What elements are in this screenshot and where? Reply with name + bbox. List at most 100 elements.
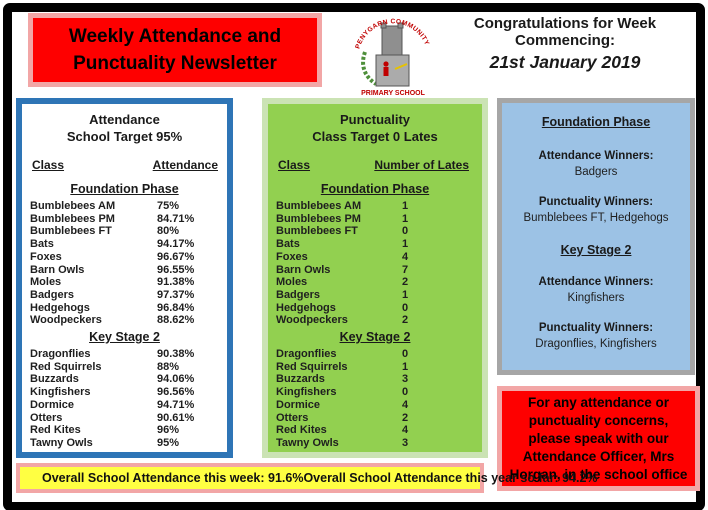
class-name: Dragonflies [30, 348, 91, 361]
attendance-value: 94.71% [157, 398, 195, 411]
table-row: Hedgehogs 96.84% [22, 302, 227, 315]
table-row: Badgers 97.37% [22, 289, 227, 302]
attendance-value: 96.55% [157, 263, 195, 276]
winners-group-value: Kingfishers [567, 292, 625, 304]
lates-value: 3 [401, 373, 409, 386]
table-row: Otters 90.61% [22, 412, 227, 425]
class-name: Kingfishers [276, 386, 337, 399]
class-name: Bumblebees FT [30, 225, 112, 238]
winners-group-heading: Punctuality Winners: [538, 196, 654, 208]
class-name: Badgers [30, 288, 75, 301]
logo-tower-top [381, 25, 403, 56]
winners-group-heading: Attendance Winners: [538, 150, 654, 162]
class-name: Otters [30, 411, 63, 424]
table-row: Bats 94.17% [22, 238, 227, 251]
attendance-value: 97.37% [157, 288, 195, 301]
lates-value: 4 [401, 398, 409, 411]
table-row: Red Squirrels 1 [268, 361, 482, 374]
winners-group: Punctuality Winners: Bumblebees FT, Hedg… [502, 194, 690, 226]
winners-panel: Foundation Phase Attendance Winners: Bad… [497, 98, 695, 375]
lates-value: 0 [401, 348, 409, 361]
table-row: Bumblebees AM 1 [268, 200, 482, 213]
attendance-foundation-rows: Bumblebees AM 75% Bumblebees PM 84.71% B… [22, 200, 227, 327]
lates-value: 4 [401, 250, 409, 263]
table-row: Bumblebees PM 84.71% [22, 213, 227, 226]
class-name: Dormice [30, 398, 75, 411]
school-crest-logo: PENYGARN COMMUNITY PRIMARY SCHOOL [354, 18, 430, 97]
table-row: Woodpeckers 2 [268, 314, 482, 327]
class-name: Bumblebees AM [276, 200, 362, 212]
class-name: Moles [30, 276, 62, 289]
class-name: Tawny Owls [30, 436, 93, 449]
congratulations-label: Congratulations for Week Commencing: [473, 15, 657, 49]
attendance-value: 88.62% [157, 314, 195, 327]
class-name: Foxes [30, 250, 62, 263]
attendance-value: 94.06% [157, 373, 195, 386]
class-name: Buzzards [30, 373, 79, 386]
table-row: Dragonflies 90.38% [22, 348, 227, 361]
logo-crenellation [380, 22, 387, 29]
class-name: Tawny Owls [276, 436, 339, 449]
punctuality-foundation-rows: Bumblebees AM 1 Bumblebees PM 1 Bumblebe… [268, 200, 482, 327]
table-row: Barn Owls 7 [268, 264, 482, 277]
punctuality-col-value: Number of Lates [374, 158, 469, 172]
lates-value: 0 [401, 301, 409, 314]
punctuality-panel-title: Punctuality [339, 112, 411, 127]
week-commencing-date: 21st January 2019 [489, 52, 641, 72]
class-name: Red Kites [276, 424, 327, 437]
lates-value: 2 [401, 314, 409, 327]
lates-value: 2 [401, 411, 409, 424]
attendance-column-headers: Class Attendance [22, 158, 227, 172]
attendance-value: 75% [157, 200, 180, 212]
class-name: Buzzards [276, 373, 325, 386]
punctuality-ks2-rows: Dragonflies 0 Red Squirrels 1 Buzzards 3… [268, 348, 482, 450]
attendance-col-class: Class [32, 158, 65, 172]
table-row: Buzzards 3 [268, 373, 482, 386]
newsletter-title-line1: Weekly Attendance and [68, 26, 282, 47]
class-name: Hedgehogs [276, 301, 336, 314]
winners-group-value: Bumblebees FT, Hedgehogs [523, 212, 669, 224]
class-name: Red Squirrels [30, 360, 102, 373]
table-row: Barn Owls 96.55% [22, 264, 227, 277]
logo-figure-body [383, 67, 389, 76]
table-row: Bumblebees AM 75% [22, 200, 227, 213]
attendance-value: 96% [157, 424, 180, 437]
winners-ks2-heading: Key Stage 2 [560, 243, 632, 257]
table-row: Tawny Owls 95% [22, 437, 227, 450]
attendance-value: 80% [157, 225, 180, 238]
attendance-value: 96.84% [157, 301, 195, 314]
logo-tower-base [375, 54, 410, 87]
class-name: Barn Owls [276, 263, 331, 276]
table-row: Dormice 4 [268, 399, 482, 412]
class-name: Moles [276, 276, 308, 289]
table-row: Bumblebees FT 0 [268, 225, 482, 238]
logo-figure-head [383, 61, 389, 67]
winners-group-value: Dragonflies, Kingfishers [535, 338, 657, 350]
table-row: Buzzards 94.06% [22, 373, 227, 386]
table-row: Moles 91.38% [22, 276, 227, 289]
attendance-value: 90.61% [157, 411, 195, 424]
lates-value: 0 [401, 225, 409, 238]
class-name: Hedgehogs [30, 301, 90, 314]
winners-group: Punctuality Winners: Dragonflies, Kingfi… [502, 320, 690, 352]
class-name: Badgers [276, 288, 321, 301]
table-row: Badgers 1 [268, 289, 482, 302]
table-row: Bats 1 [268, 238, 482, 251]
class-name: Red Kites [30, 424, 81, 437]
attendance-value: 88% [157, 360, 180, 373]
punctuality-ks2-heading: Key Stage 2 [339, 330, 411, 345]
attendance-value: 95% [157, 436, 180, 449]
attendance-value: 91.38% [157, 276, 195, 289]
winners-group-heading: Attendance Winners: [538, 276, 654, 288]
table-row: Foxes 96.67% [22, 251, 227, 264]
table-row: Bumblebees PM 1 [268, 213, 482, 226]
overall-attendance-summary-bar: Overall School Attendance this week: 91.… [16, 463, 598, 493]
attendance-panel-title: Attendance [89, 112, 160, 127]
class-name: Bats [276, 238, 300, 251]
logo-leaf-garland [361, 51, 378, 86]
logo-yellow-beam [394, 63, 408, 70]
punctuality-col-class: Class [278, 158, 311, 172]
attendance-ks2-heading: Key Stage 2 [89, 330, 160, 345]
overall-attendance-year: Overall School Attendance this year so f… [303, 471, 598, 485]
overall-attendance-week: Overall School Attendance this week: 91.… [42, 471, 304, 485]
